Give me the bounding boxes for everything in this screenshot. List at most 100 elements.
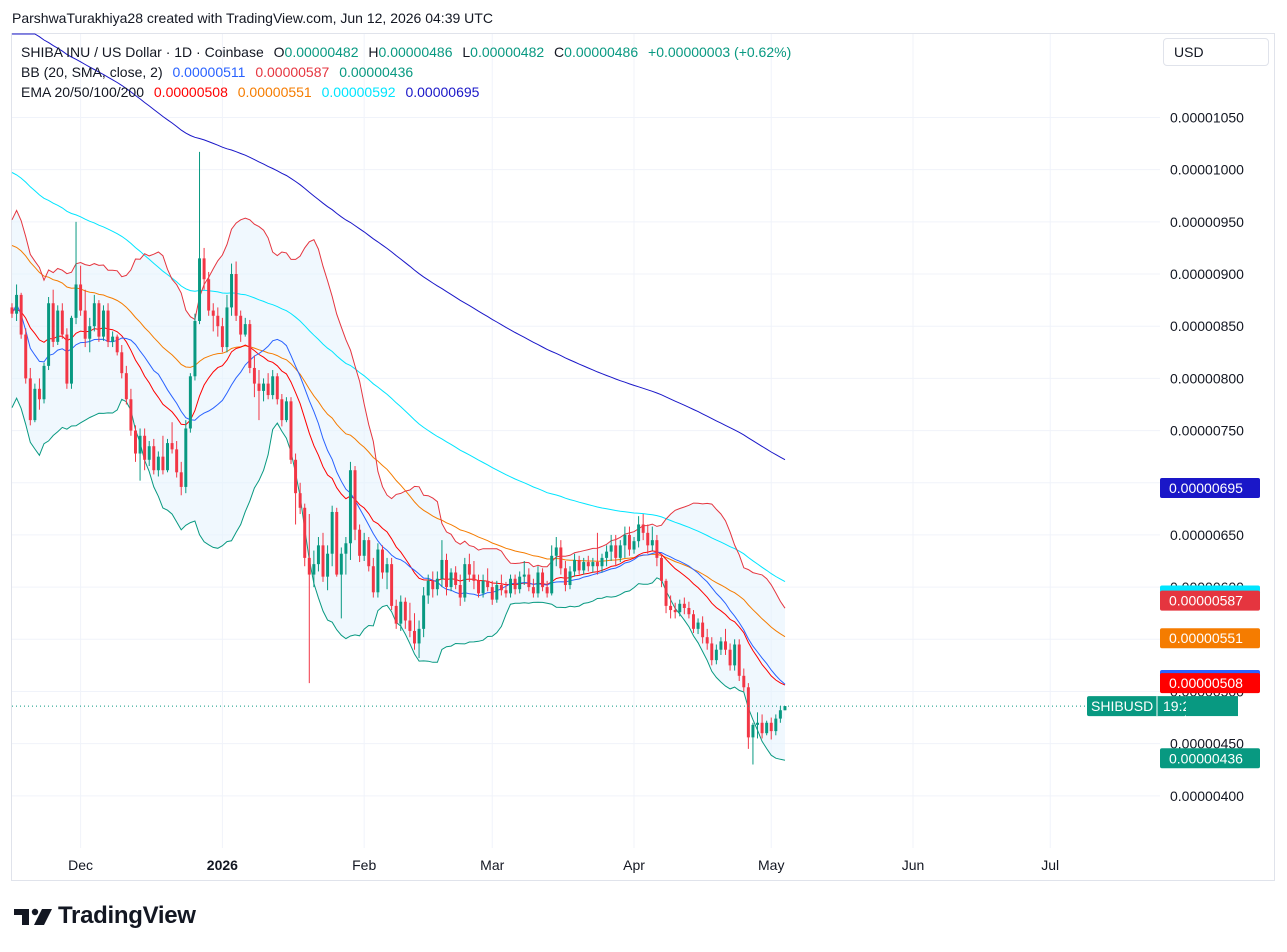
candle bbox=[83, 289, 87, 348]
candle-body bbox=[513, 578, 517, 590]
candle-body bbox=[69, 317, 73, 384]
candle-body bbox=[403, 601, 407, 621]
legend-close-value: 0.00000486 bbox=[564, 44, 639, 60]
legend-bb-lower: 0.00000436 bbox=[339, 64, 414, 80]
candle bbox=[458, 574, 462, 606]
legend-symbol[interactable]: SHIBA INU / US Dollar · 1D · Coinbase bbox=[21, 44, 264, 60]
candle-body bbox=[655, 540, 659, 558]
axis-badges: 0.000006950.000005920.000005870.00000551… bbox=[1160, 477, 1260, 769]
candle-body bbox=[664, 580, 668, 606]
candle bbox=[449, 568, 453, 592]
candle bbox=[513, 574, 517, 595]
candle bbox=[380, 545, 384, 579]
candle-body bbox=[161, 456, 165, 471]
candle-body bbox=[669, 605, 673, 611]
candle bbox=[115, 334, 119, 356]
candle-body bbox=[577, 559, 581, 571]
legend-ema-row[interactable]: EMA 20/50/100/200 0.00000508 0.00000551 … bbox=[21, 82, 791, 102]
candle bbox=[294, 453, 298, 525]
candle-body bbox=[330, 511, 334, 554]
candle-body bbox=[335, 511, 339, 575]
candle-body bbox=[280, 399, 284, 421]
candle bbox=[316, 537, 320, 572]
currency-button[interactable]: USD bbox=[1163, 38, 1269, 66]
candle-body bbox=[42, 365, 46, 400]
candle bbox=[568, 566, 572, 590]
candle bbox=[330, 505, 334, 567]
candle bbox=[289, 397, 293, 464]
candle-body bbox=[353, 470, 357, 530]
x-tick-label: Mar bbox=[480, 857, 504, 873]
candle-body bbox=[714, 649, 718, 661]
candle-body bbox=[184, 428, 188, 487]
candle-body bbox=[225, 307, 229, 348]
candle-body bbox=[682, 603, 686, 608]
candle-body bbox=[463, 564, 467, 598]
candle-body bbox=[541, 572, 545, 588]
candle-body bbox=[129, 399, 133, 431]
candle-body bbox=[56, 310, 60, 342]
legend-high-label: H bbox=[368, 44, 379, 60]
candle-body bbox=[298, 493, 302, 508]
candle bbox=[252, 355, 256, 398]
candle-body bbox=[51, 303, 55, 342]
candle bbox=[623, 526, 627, 558]
candle bbox=[682, 597, 686, 615]
candle bbox=[760, 714, 764, 739]
candle bbox=[504, 581, 508, 598]
candle bbox=[175, 441, 179, 478]
legend-bb-row[interactable]: BB (20, SMA, close, 2) 0.00000511 0.0000… bbox=[21, 62, 791, 82]
candle bbox=[284, 397, 288, 423]
candle-body bbox=[550, 555, 554, 594]
candle-body bbox=[435, 578, 439, 590]
candle bbox=[371, 557, 375, 598]
candle bbox=[696, 618, 700, 635]
candle bbox=[138, 428, 142, 481]
legend-high-value: 0.00000486 bbox=[378, 44, 453, 60]
candle bbox=[394, 599, 398, 629]
candle bbox=[298, 482, 302, 515]
candle-body bbox=[316, 545, 320, 565]
candle bbox=[486, 568, 490, 592]
candle-body bbox=[234, 274, 238, 316]
bollinger-band-fill bbox=[12, 210, 785, 761]
candle-body bbox=[33, 388, 37, 421]
candle-body bbox=[733, 644, 737, 666]
legend-open-value: 0.00000482 bbox=[284, 44, 359, 60]
axis-value-badge bbox=[1160, 673, 1260, 694]
candle-body bbox=[531, 587, 535, 594]
candle bbox=[101, 305, 105, 341]
candle-body bbox=[294, 459, 298, 494]
candle-body bbox=[262, 383, 266, 391]
candle-body bbox=[687, 607, 691, 615]
legend-close-label: C bbox=[554, 44, 565, 60]
candle bbox=[742, 668, 746, 692]
candle bbox=[577, 555, 581, 575]
candle-body bbox=[678, 603, 682, 613]
candle bbox=[170, 422, 174, 454]
candle-body bbox=[371, 566, 375, 593]
candle-body bbox=[321, 545, 325, 577]
tradingview-logo-text: TradingView bbox=[58, 902, 196, 929]
candle bbox=[161, 435, 165, 475]
candle-body bbox=[440, 559, 444, 579]
candle bbox=[705, 628, 709, 650]
axis-value-label: 0.00000695 bbox=[1169, 480, 1243, 496]
candle bbox=[56, 305, 60, 345]
candle-body bbox=[522, 574, 526, 577]
candle bbox=[417, 620, 421, 659]
candle-body bbox=[605, 551, 609, 558]
candle-body bbox=[595, 562, 599, 567]
candle-body bbox=[518, 576, 522, 590]
tradingview-logo[interactable]: TradingView bbox=[14, 902, 196, 930]
candle-body bbox=[134, 430, 137, 454]
legend-ema20: 0.00000508 bbox=[153, 84, 228, 100]
candle-body bbox=[211, 310, 215, 316]
candle bbox=[774, 714, 778, 736]
candle-body bbox=[380, 549, 384, 573]
candle bbox=[321, 532, 325, 582]
legend-bb-upper: 0.00000587 bbox=[255, 64, 330, 80]
candle-body bbox=[472, 574, 476, 581]
candle bbox=[710, 637, 714, 666]
